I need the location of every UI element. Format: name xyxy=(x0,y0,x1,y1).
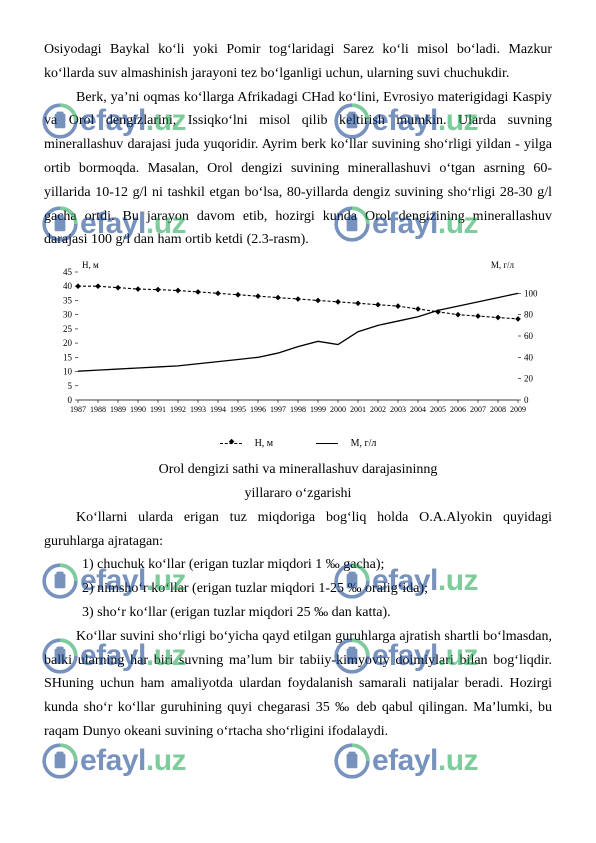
svg-text:25: 25 xyxy=(63,324,73,334)
svg-text:2001: 2001 xyxy=(350,405,366,414)
svg-text:2002: 2002 xyxy=(370,405,386,414)
list: 1) chuchuk koʻllar (erigan tuzlar miqdor… xyxy=(82,553,552,624)
svg-text:35: 35 xyxy=(63,296,73,306)
svg-text:1996: 1996 xyxy=(250,405,266,414)
svg-text:1993: 1993 xyxy=(190,405,206,414)
svg-text:1989: 1989 xyxy=(110,405,126,414)
chart-svg: 0 5 10 15 20 25 30 35 40 45 0 20 40 60 80 100 H, м М, г/л… xyxy=(44,258,552,428)
svg-text:1999: 1999 xyxy=(310,405,326,414)
svg-text:80: 80 xyxy=(524,310,534,320)
chart-legend: H, м М, г/л xyxy=(44,435,552,452)
caption-line-1: Orol dengizi sathi va minerallashuv dara… xyxy=(44,458,552,482)
svg-text:2007: 2007 xyxy=(470,405,486,414)
svg-text:40: 40 xyxy=(63,281,73,291)
paragraph-1: Osiyodagi Baykal koʻli yoki Pomir togʻla… xyxy=(44,38,552,86)
svg-text:1998: 1998 xyxy=(290,405,306,414)
svg-text:20: 20 xyxy=(63,338,73,348)
list-item-3: 3) shoʻr koʻllar (erigan tuzlar miqdori … xyxy=(82,601,552,625)
svg-text:М, г/л: М, г/л xyxy=(491,260,515,270)
svg-text:60: 60 xyxy=(524,331,534,341)
svg-text:1994: 1994 xyxy=(210,405,226,414)
svg-text:5: 5 xyxy=(68,381,73,391)
svg-text:2006: 2006 xyxy=(450,405,466,414)
legend-solid-icon xyxy=(316,443,338,444)
svg-text:2008: 2008 xyxy=(490,405,506,414)
svg-text:2004: 2004 xyxy=(410,405,426,414)
svg-text:30: 30 xyxy=(63,310,73,320)
svg-text:1990: 1990 xyxy=(130,405,146,414)
svg-text:1988: 1988 xyxy=(90,405,106,414)
legend-dash-icon xyxy=(220,443,242,444)
paragraph-3: Koʻllarni ularda erigan tuz miqdoriga bo… xyxy=(44,506,552,554)
svg-text:40: 40 xyxy=(524,353,534,363)
svg-text:0: 0 xyxy=(68,395,73,405)
legend-h: H, м xyxy=(210,438,284,449)
svg-text:1991: 1991 xyxy=(150,405,166,414)
svg-text:2003: 2003 xyxy=(390,405,406,414)
list-item-1: 1) chuchuk koʻllar (erigan tuzlar miqdor… xyxy=(82,553,552,577)
svg-text:1992: 1992 xyxy=(170,405,186,414)
svg-text:20: 20 xyxy=(524,374,534,384)
svg-text:0: 0 xyxy=(524,395,529,405)
svg-text:2009: 2009 xyxy=(510,405,526,414)
svg-text:100: 100 xyxy=(524,289,538,299)
svg-text:H, м: H, м xyxy=(82,260,99,270)
svg-text:2005: 2005 xyxy=(430,405,446,414)
svg-text:1995: 1995 xyxy=(230,405,246,414)
svg-text:2000: 2000 xyxy=(330,405,346,414)
svg-text:10: 10 xyxy=(63,367,73,377)
caption-line-2: yillararo oʻzgarishi xyxy=(44,482,552,506)
svg-text:1997: 1997 xyxy=(270,405,286,414)
list-item-2: 2) nimshoʻr koʻllar (erigan tuzlar miqdo… xyxy=(82,577,552,601)
paragraph-2: Berk, yaʼni oqmas koʻllarga Afrikadagi C… xyxy=(44,86,552,253)
legend-m: М, г/л xyxy=(306,438,387,449)
paragraph-4: Koʻllar suvini shoʻrligi boʻyicha qayd e… xyxy=(44,625,552,744)
svg-text:1987: 1987 xyxy=(70,405,86,414)
svg-text:15: 15 xyxy=(63,353,73,363)
chart-orol: 0 5 10 15 20 25 30 35 40 45 0 20 40 60 80 100 H, м М, г/л… xyxy=(44,258,552,433)
svg-text:45: 45 xyxy=(63,267,73,277)
